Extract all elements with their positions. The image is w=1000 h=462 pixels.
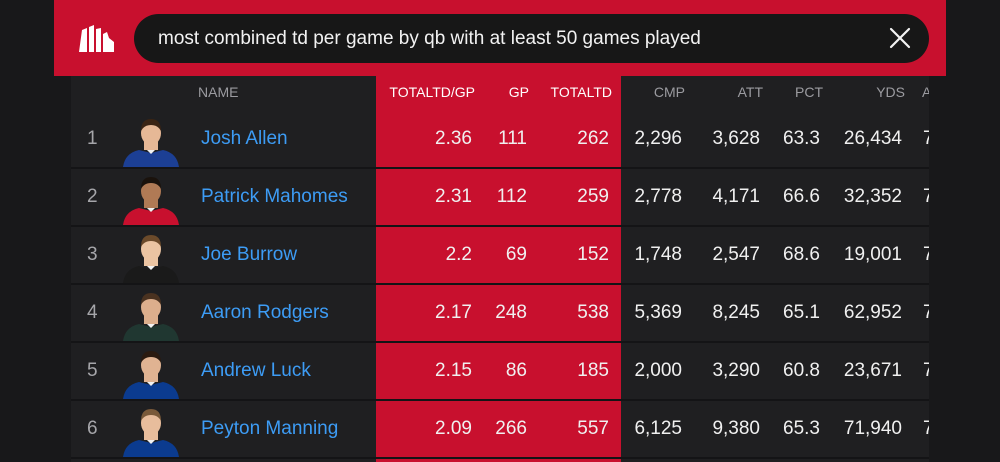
att-cell: 3,290 [712, 360, 760, 381]
totaltd-cell: 538 [577, 302, 609, 323]
totaltd-cell: 259 [577, 186, 609, 207]
att-cell: 4,171 [712, 186, 760, 207]
pct-cell: 60.8 [783, 360, 820, 381]
player-name-link[interactable]: Andrew Luck [201, 360, 311, 381]
cmp-cell: 1,748 [634, 244, 682, 265]
search-input[interactable]: most combined td per game by qb with at … [134, 14, 929, 63]
row-divider [71, 225, 929, 227]
totaltd-cell: 152 [577, 244, 609, 265]
totaltd-gp-cell: 2.09 [435, 418, 472, 439]
table-row[interactable]: 3 Joe Burrow 2.2 69 152 1,748 2,547 68.6 19,001 7 [71, 227, 929, 285]
player-avatar [121, 233, 181, 283]
yds-cell: 71,940 [843, 418, 902, 439]
close-icon[interactable] [885, 23, 915, 53]
column-header-gp[interactable]: GP [508, 84, 529, 100]
rank-cell: 1 [87, 128, 98, 149]
rank-cell: 4 [87, 302, 98, 323]
table-row[interactable]: 6 Peyton Manning 2.09 266 557 6,125 9,380 65.3 7… [71, 401, 929, 459]
next-col-cell: 7 [923, 244, 929, 265]
statmuse-logo-icon[interactable] [76, 24, 116, 54]
table-row[interactable]: 2 Patrick Mahomes 2.31 112 259 2,778 4,171 66.6… [71, 169, 929, 227]
column-header-totaltd[interactable]: TOTALTD [550, 84, 612, 100]
rank-cell: 6 [87, 418, 98, 439]
gp-cell: 266 [495, 418, 527, 439]
column-header-name[interactable]: NAME [198, 84, 239, 100]
player-avatar [121, 117, 181, 167]
row-divider [71, 457, 929, 459]
player-avatar [121, 175, 181, 225]
cmp-cell: 2,778 [634, 186, 682, 207]
totaltd-gp-cell: 2.17 [435, 302, 472, 323]
pct-cell: 66.6 [783, 186, 820, 207]
player-name-link[interactable]: Aaron Rodgers [201, 302, 329, 323]
gp-cell: 69 [505, 244, 527, 265]
totaltd-gp-cell: 2.36 [435, 128, 472, 149]
totaltd-cell: 185 [577, 360, 609, 381]
cmp-cell: 2,296 [634, 128, 682, 149]
pct-cell: 65.3 [783, 418, 820, 439]
player-name-link[interactable]: Josh Allen [201, 128, 288, 149]
next-col-cell: 7 [923, 128, 929, 149]
yds-cell: 62,952 [843, 302, 902, 323]
next-col-cell: 7 [923, 418, 929, 439]
rank-cell: 3 [87, 244, 98, 265]
totaltd-gp-cell: 2.2 [445, 244, 472, 265]
gp-cell: 111 [498, 128, 527, 149]
next-col-cell: 7 [923, 360, 929, 381]
column-header-yds[interactable]: YDS [876, 84, 905, 100]
cmp-cell: 6,125 [634, 418, 682, 439]
table-row[interactable]: 1 Josh Allen 2.36 111 262 2,296 3,628 63.3 26,43… [71, 111, 929, 169]
column-header-totaltd-gp[interactable]: TOTALTD/GP [389, 84, 475, 100]
highlighted-columns-band [376, 76, 621, 462]
totaltd-gp-cell: 2.15 [435, 360, 472, 381]
cmp-cell: 5,369 [634, 302, 682, 323]
next-col-cell: 7 [923, 186, 929, 207]
rank-cell: 2 [87, 186, 98, 207]
yds-cell: 32,352 [843, 186, 902, 207]
totaltd-cell: 557 [577, 418, 609, 439]
row-divider [71, 341, 929, 343]
column-header-cmp[interactable]: CMP [653, 84, 685, 100]
att-cell: 2,547 [712, 244, 760, 265]
table-row[interactable]: 4 Aaron Rodgers 2.17 248 538 5,369 8,245 65.1 62… [71, 285, 929, 343]
row-divider [71, 283, 929, 285]
att-cell: 8,245 [712, 302, 760, 323]
totaltd-gp-cell: 2.31 [435, 186, 472, 207]
player-avatar [121, 291, 181, 341]
yds-cell: 26,434 [843, 128, 902, 149]
gp-cell: 86 [505, 360, 527, 381]
player-name-link[interactable]: Peyton Manning [201, 418, 339, 439]
search-query-text[interactable]: most combined td per game by qb with at … [158, 28, 701, 49]
att-cell: 3,628 [712, 128, 760, 149]
att-cell: 9,380 [712, 418, 760, 439]
table-row[interactable]: 5 Andrew Luck 2.15 86 185 2,000 3,290 60.8 23,67… [71, 343, 929, 401]
pct-cell: 63.3 [783, 128, 820, 149]
yds-cell: 19,001 [843, 244, 902, 265]
gp-cell: 112 [496, 186, 527, 207]
player-name-link[interactable]: Joe Burrow [201, 244, 298, 265]
column-header-pct[interactable]: PCT [795, 84, 823, 100]
player-name-link[interactable]: Patrick Mahomes [201, 186, 348, 207]
pct-cell: 65.1 [783, 302, 820, 323]
results-table: NAME TOTALTD/GP GP TOTALTD CMP ATT PCT Y… [71, 76, 929, 462]
row-divider [71, 167, 929, 169]
column-header-att[interactable]: ATT [737, 84, 763, 100]
next-col-cell: 7 [923, 302, 929, 323]
player-avatar [121, 349, 181, 399]
cmp-cell: 2,000 [634, 360, 682, 381]
row-divider [71, 399, 929, 401]
player-avatar [121, 407, 181, 457]
rank-cell: 5 [87, 360, 98, 381]
search-header: most combined td per game by qb with at … [54, 0, 946, 76]
gp-cell: 248 [495, 302, 527, 323]
yds-cell: 23,671 [843, 360, 902, 381]
column-header-next[interactable]: A [922, 84, 929, 100]
pct-cell: 68.6 [783, 244, 820, 265]
totaltd-cell: 262 [577, 128, 609, 149]
